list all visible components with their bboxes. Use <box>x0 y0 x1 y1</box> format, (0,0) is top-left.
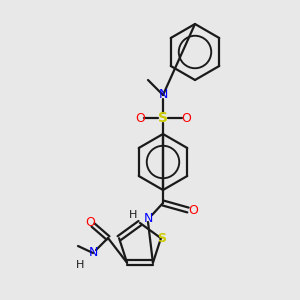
Text: N: N <box>158 88 168 101</box>
Text: O: O <box>188 203 198 217</box>
Text: O: O <box>135 112 145 124</box>
Text: N: N <box>143 212 153 224</box>
Text: O: O <box>85 215 95 229</box>
Text: S: S <box>158 232 166 245</box>
Text: H: H <box>129 210 137 220</box>
Text: N: N <box>88 247 98 260</box>
Text: O: O <box>181 112 191 124</box>
Text: S: S <box>158 111 168 125</box>
Text: H: H <box>76 260 84 270</box>
